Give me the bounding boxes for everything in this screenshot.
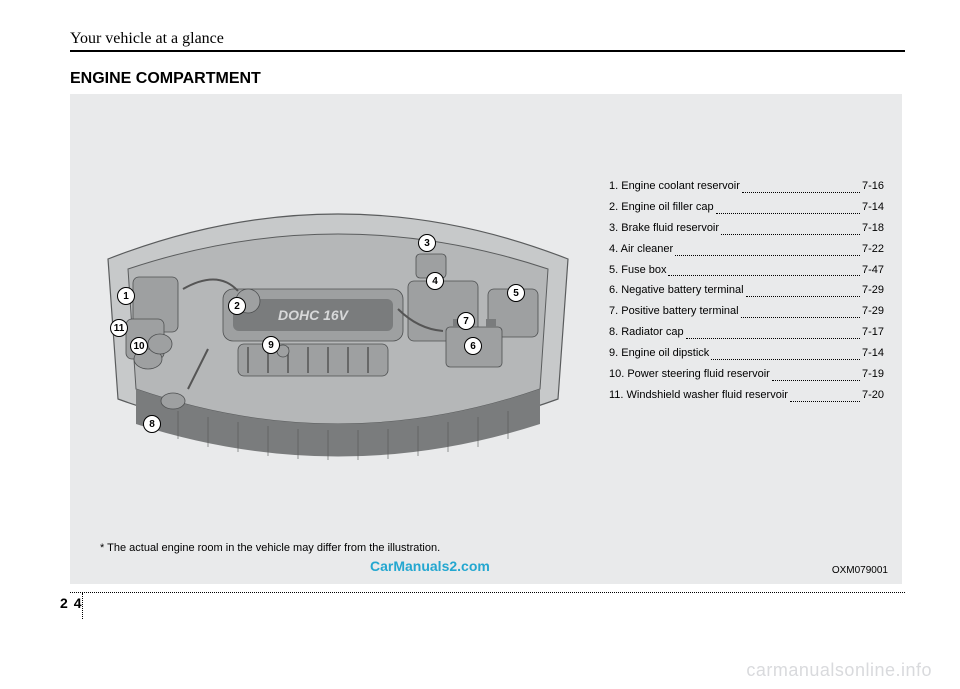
legend-page: 7-14 (862, 197, 884, 218)
engine-illustration: DOHC 16V (88, 199, 588, 489)
legend-page: 7-14 (862, 343, 884, 364)
legend-label: 2. Engine oil filler cap (609, 197, 714, 218)
legend-label: 3. Brake fluid reservoir (609, 218, 719, 239)
callout-7: 7 (457, 312, 475, 330)
legend-item: 2. Engine oil filler cap 7-14 (609, 197, 884, 218)
legend-item: 11. Windshield washer fluid reservoir 7-… (609, 385, 884, 406)
callout-10: 10 (130, 337, 148, 355)
legend-dots (686, 322, 860, 339)
section-title: ENGINE COMPARTMENT (70, 70, 905, 88)
legend-dots (711, 343, 860, 360)
legend-dots (716, 197, 860, 214)
legend-page: 7-20 (862, 385, 884, 406)
legend-label: 6. Negative battery terminal (609, 280, 744, 301)
callout-5: 5 (507, 284, 525, 302)
footer: 24 (70, 592, 905, 622)
legend-dots (721, 218, 860, 235)
figure-note: * The actual engine room in the vehicle … (100, 542, 440, 554)
legend-page: 7-47 (862, 260, 884, 281)
bottom-watermark: carmanualsonline.info (746, 660, 932, 681)
legend-dots (790, 385, 860, 402)
page-number: 24 (60, 595, 82, 611)
legend-page: 7-19 (862, 364, 884, 385)
legend-label: 11. Windshield washer fluid reservoir (609, 385, 788, 406)
legend-page: 7-29 (862, 301, 884, 322)
legend-label: 10. Power steering fluid reservoir (609, 364, 770, 385)
callout-9: 9 (262, 336, 280, 354)
legend-page: 7-22 (862, 239, 884, 260)
legend-label: 7. Positive battery terminal (609, 301, 739, 322)
legend-dots (741, 301, 860, 318)
legend-label: 8. Radiator cap (609, 322, 684, 343)
legend-item: 8. Radiator cap 7-17 (609, 322, 884, 343)
page-section: 2 (60, 595, 68, 611)
callout-3: 3 (418, 234, 436, 252)
figure-area: DOHC 16V (70, 94, 902, 584)
legend-item: 10. Power steering fluid reservoir 7-19 (609, 364, 884, 385)
page-num-value: 4 (74, 595, 82, 611)
legend-page: 7-17 (862, 322, 884, 343)
callout-4: 4 (426, 272, 444, 290)
header: Your vehicle at a glance (70, 30, 905, 52)
legend-list: 1. Engine coolant reservoir 7-162. Engin… (609, 176, 884, 406)
legend-dots (742, 176, 860, 193)
watermark: CarManuals2.com (370, 558, 490, 574)
legend-item: 7. Positive battery terminal 7-29 (609, 301, 884, 322)
engine-cover-text: DOHC 16V (278, 307, 350, 323)
callout-6: 6 (464, 337, 482, 355)
legend-label: 4. Air cleaner (609, 239, 673, 260)
figure-code: OXM079001 (832, 565, 888, 576)
legend-item: 4. Air cleaner 7-22 (609, 239, 884, 260)
legend-dots (675, 239, 860, 256)
callout-1: 1 (117, 287, 135, 305)
legend-item: 6. Negative battery terminal 7-29 (609, 280, 884, 301)
legend-item: 3. Brake fluid reservoir 7-18 (609, 218, 884, 239)
callout-2: 2 (228, 297, 246, 315)
legend-item: 5. Fuse box 7-47 (609, 260, 884, 281)
legend-dots (668, 260, 859, 277)
chapter-title: Your vehicle at a glance (70, 30, 224, 48)
legend-item: 9. Engine oil dipstick 7-14 (609, 343, 884, 364)
legend-dots (746, 280, 860, 297)
legend-label: 9. Engine oil dipstick (609, 343, 709, 364)
legend-page: 7-16 (862, 176, 884, 197)
legend-dots (772, 364, 860, 381)
legend-page: 7-29 (862, 280, 884, 301)
legend-item: 1. Engine coolant reservoir 7-16 (609, 176, 884, 197)
legend-label: 5. Fuse box (609, 260, 666, 281)
legend-page: 7-18 (862, 218, 884, 239)
callout-8: 8 (143, 415, 161, 433)
legend-label: 1. Engine coolant reservoir (609, 176, 740, 197)
callout-11: 11 (110, 319, 128, 337)
